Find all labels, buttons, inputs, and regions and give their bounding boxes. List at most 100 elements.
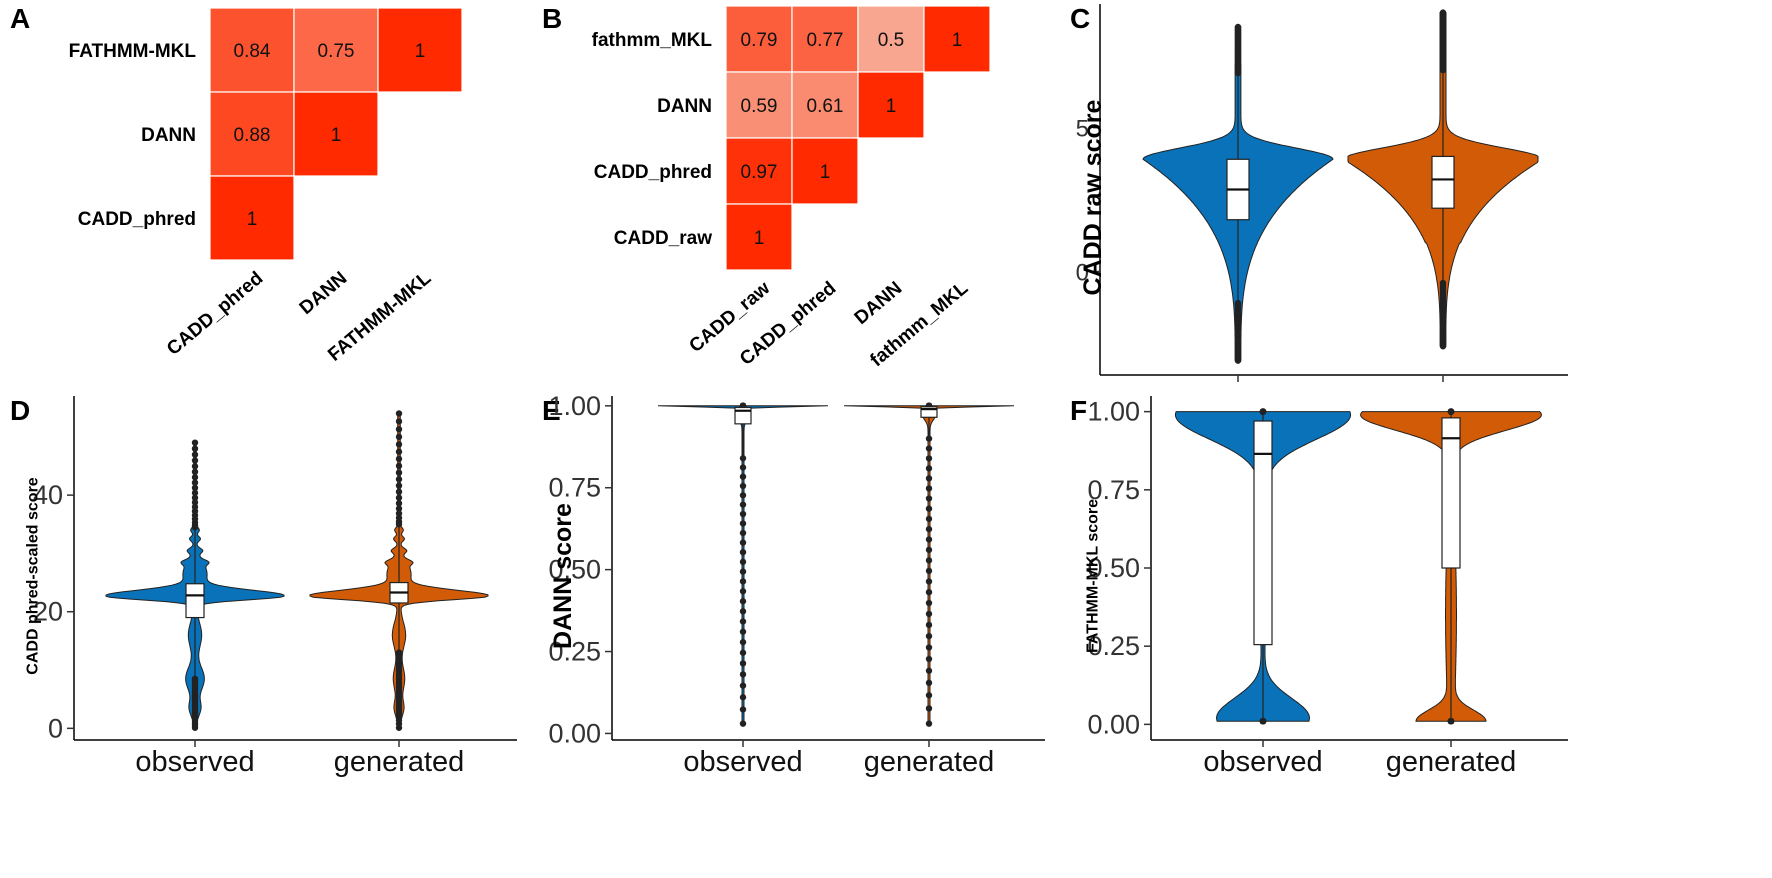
outlier-point [925,567,933,575]
heatmap-cell [791,5,859,73]
heatmap-column-label: DANN [851,278,907,329]
outlier-point [739,618,747,625]
outlier-point [395,510,403,517]
y-axis-label: DANN score [549,503,577,649]
outlier-point [739,720,747,727]
heatmap-row-label: FATHMM-MKL [69,41,197,62]
outlier-point [395,448,403,455]
outlier-point [739,464,747,471]
y-axis-label: CADD raw score [1079,99,1107,295]
outlier-point [925,667,933,674]
outlier-point [395,494,403,501]
outlier-point [925,679,933,687]
outlier-point [739,510,747,518]
y-tick-label: 0.50 [1087,553,1140,583]
box-observed [1253,420,1273,646]
outlier-point [925,655,933,663]
heatmap-cell [293,91,379,177]
outlier-point [925,578,933,585]
outlier-point [739,578,747,585]
outliers-generated [925,402,933,727]
heatmap-cell-value: 0.79 [741,30,778,51]
outlier-point [191,474,199,481]
outlier-point [395,418,403,425]
outlier-point [925,632,933,640]
outlier-point [739,660,747,667]
outlier-point [395,455,403,463]
outlier-point [1234,23,1242,31]
outlier-point [1259,408,1267,415]
heatmap-cell-value: 1 [886,96,897,117]
outlier-point [925,435,933,442]
heatmap-cell-value: 0.5 [878,30,904,51]
outlier-point [925,599,933,607]
outlier-point [1439,279,1447,287]
x-category-label: generated [1386,746,1517,778]
outlier-point [925,465,933,472]
outlier-point [739,482,747,490]
box-generated [1441,417,1461,569]
outlier-point [739,529,747,537]
outlier-point [191,494,199,501]
heatmap-cell-value: 0.59 [741,96,778,117]
outlier-point [925,610,933,618]
heatmap-cell-value: 0.84 [234,41,271,62]
y-tick-label: 5 [1076,116,1089,143]
outlier-point [739,558,747,566]
outlier-point [925,495,933,502]
panel-label-d: D [10,395,30,426]
heatmap-cell [791,137,859,205]
heatmap-cell-value: 0.88 [234,125,271,146]
outlier-point [1259,718,1267,725]
heatmap-cell-value: 1 [820,162,831,183]
outlier-point [925,485,933,492]
outlier-point [739,694,747,701]
outlier-point [925,525,933,533]
heatmap-cell [857,71,925,139]
outlier-point [1439,9,1447,16]
heatmap-row-label: DANN [141,125,196,146]
outlier-point [395,426,403,433]
outliers-generated [1439,9,1447,350]
heatmap-cell-value: 0.75 [318,41,355,62]
heatmap-cell-value: 1 [754,228,765,249]
outlier-point [739,473,747,480]
outlier-point [395,482,403,489]
heatmap-row-label: CADD_phred [594,162,712,183]
outlier-point [925,705,933,712]
heatmap-row-label: CADD_phred [78,209,196,230]
outlier-point [191,479,199,486]
outlier-point [191,463,199,470]
outlier-point [395,476,403,483]
outliers-generated [395,410,403,731]
heatmap-panel-a: FATHMM-MKL DANN CADD_phred 0.84 0.75 1 0.88 1 1 C… [69,7,463,366]
heatmap-cell-value: 1 [952,30,963,51]
outlier-point [739,638,747,646]
outlier-point [739,492,747,499]
heatmap-column-label: DANN [296,268,352,319]
heatmap-cell [923,5,991,73]
panel-label-b: B [542,3,562,34]
outlier-point [395,462,403,470]
y-tick-label: 0 [48,713,63,743]
outliers-observed [1259,408,1267,725]
y-tick-label: 40 [33,480,63,510]
outlier-point [925,505,933,512]
outlier-point [395,649,403,656]
y-tick-label: 0.00 [548,718,601,748]
outlier-point [191,451,199,458]
outlier-point [191,484,199,492]
y-tick-label: 1.00 [548,391,601,421]
outlier-point [395,433,403,441]
outlier-point [739,539,747,546]
outlier-point [1234,299,1242,307]
outlier-point [395,488,403,496]
y-tick-label: 0.25 [548,637,601,667]
y-tick-label: 1.00 [1087,397,1140,427]
x-category-label: generated [334,746,465,778]
y-tick-label: 0.00 [1087,709,1140,739]
heatmap-cell [725,137,793,205]
panel-label-c: C [1070,3,1090,34]
